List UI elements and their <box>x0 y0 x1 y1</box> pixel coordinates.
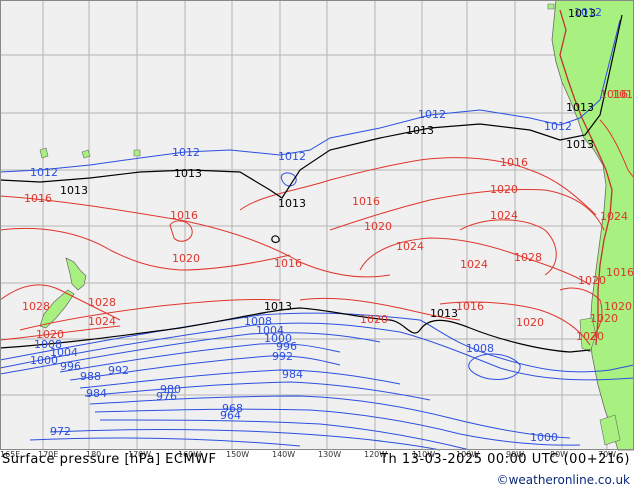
isobar-label-red: 1020 <box>590 312 618 325</box>
isobar-label-blue: 1012 <box>30 166 58 179</box>
isobar-label-blue: 1008 <box>466 342 494 355</box>
isobar-label-blue: 1012 <box>172 146 200 159</box>
isobar-label-red: 1020 <box>36 328 64 341</box>
isobar-label-blue: 984 <box>282 368 303 381</box>
new-zealand-north-island <box>65 257 87 291</box>
isobar-label-red: 1020 <box>516 316 544 329</box>
new-zealand-south-island <box>39 289 75 329</box>
longitude-tick-label: 160W <box>178 450 201 459</box>
galapagos-islands <box>547 3 555 10</box>
credit-link[interactable]: ©weatheronline.co.uk <box>496 473 630 487</box>
isobar-label-red: 1028 <box>514 251 542 264</box>
isobar-label-red: 1020 <box>578 274 606 287</box>
valid-time: Th 13-03-2025 00:00 UTC (00+216) <box>380 452 630 467</box>
longitude-tick-label: 80W <box>550 450 568 459</box>
isobar-label-black: 1013 <box>566 138 594 151</box>
isobar-label-red: 1016 <box>274 257 302 270</box>
isobar-label-red: 1016 <box>24 192 52 205</box>
isobar-label-black: 1013 <box>278 197 306 210</box>
isobar-label-red: 1024 <box>88 315 116 328</box>
isobar-label-red: 1024 <box>600 210 628 223</box>
longitude-tick-label: 130W <box>318 450 341 459</box>
mean-pressure-isobar <box>0 14 623 353</box>
isobar-label-blue: 1000 <box>530 431 558 444</box>
longitude-tick-label: 180 <box>86 450 101 459</box>
isobar-label-red: 1016 <box>456 300 484 313</box>
isobar-label-red: 1016 <box>606 266 634 279</box>
map-title: Surface pressure [hPa] ECMWF <box>2 452 217 467</box>
isobar-label-blue: 992 <box>272 350 293 363</box>
isobar-label-red: 1020 <box>360 313 388 326</box>
pacific-islands <box>39 147 141 159</box>
coastal-islands <box>579 317 621 446</box>
longitude-tick-label: 170W <box>128 450 151 459</box>
isobar-label-blue: 1000 <box>264 332 292 345</box>
isobar-label-blue: 980 <box>160 383 181 396</box>
isobar-label-blue: 996 <box>276 340 297 353</box>
longitude-tick-labels: 165E 170E 180 170W 160W 150W 140W 130W 120W 110W 1… <box>0 450 616 459</box>
isobar-label-blue: 1008 <box>244 315 272 328</box>
isobar-label-black: 1013 <box>406 124 434 137</box>
chile-coast-detail <box>559 9 613 346</box>
isobar-label-blue: 984 <box>86 387 107 400</box>
isobar-label-blue: 992 <box>108 364 129 377</box>
longitude-tick-label: 140W <box>272 450 295 459</box>
isobar-label-red: 1016 <box>170 209 198 222</box>
isobar-label-black: 1013 <box>566 101 594 114</box>
isobar-label-red: 1020 <box>364 220 392 233</box>
isobar-label-red: 1024 <box>460 258 488 271</box>
isobar-label-blue: 1000 <box>30 354 58 367</box>
isobar-label-blue: 988 <box>80 370 101 383</box>
isobar-label-blue: 1008 <box>34 338 62 351</box>
isobar-label-red: 1016 <box>612 88 634 101</box>
isobar-label-red: 1020 <box>604 300 632 313</box>
isobar-label-blue: 1012 <box>574 6 602 19</box>
longitude-tick-label: 90W <box>506 450 524 459</box>
longitude-tick-label: 70W <box>598 450 616 459</box>
isobar-label-black: 1013 <box>568 7 596 20</box>
isobar-label-red: 1016 <box>352 195 380 208</box>
isobar-label-red: 1024 <box>490 209 518 222</box>
low-pressure-isobars <box>0 19 634 451</box>
longitude-tick-label: 170E <box>38 450 58 459</box>
isobar-label-blue: 972 <box>50 425 71 438</box>
isobar-label-blue: 1012 <box>544 120 572 133</box>
longitude-tick-label: 100W <box>456 450 479 459</box>
isobar-label-red: 1016 <box>500 156 528 169</box>
longitude-tick-label: 120W <box>364 450 387 459</box>
isobar-label-blue: 996 <box>60 360 81 373</box>
isobar-label-red: 1028 <box>88 296 116 309</box>
isobar-label-red: 1020 <box>172 252 200 265</box>
isobar-label-red: 1028 <box>22 300 50 313</box>
longitude-tick-label: 150W <box>226 450 249 459</box>
isobar-label-black: 1013 <box>264 300 292 313</box>
isobar-label-blue: 1012 <box>278 150 306 163</box>
isobar-label-red: 1020 <box>576 330 604 343</box>
isobar-label-red: 1020 <box>490 183 518 196</box>
isobar-label-blue: 1004 <box>50 346 78 359</box>
isobar-label-blue: 1004 <box>256 324 284 337</box>
isobar-labels: 1013101310131013101310131013101310131012… <box>22 6 634 444</box>
isobar-label-black: 1013 <box>60 184 88 197</box>
isobar-label-red: 1016 <box>600 88 628 101</box>
longitude-tick-label: 165E <box>0 450 20 459</box>
isobar-label-blue: 1012 <box>418 108 446 121</box>
high-pressure-isobars <box>0 119 634 346</box>
isobar-label-black: 1013 <box>174 167 202 180</box>
isobar-label-blue: 964 <box>220 409 241 422</box>
isobar-label-red: 1024 <box>396 240 424 253</box>
isobar-label-black: 1013 <box>430 307 458 320</box>
isobar-label-blue: 976 <box>156 390 177 403</box>
isobar-label-blue: 968 <box>222 402 243 415</box>
longitude-tick-label: 110W <box>412 450 435 459</box>
